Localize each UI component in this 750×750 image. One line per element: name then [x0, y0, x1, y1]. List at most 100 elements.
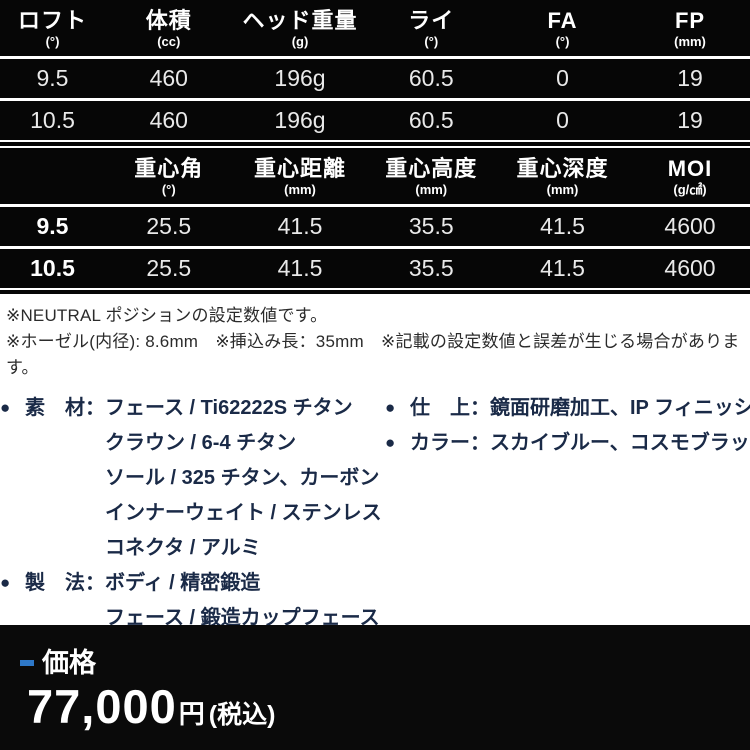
column-header-label: ロフト [17, 8, 87, 33]
spec-material-line: インナーウェイト / ステンレス [0, 498, 385, 533]
cell-moi: 4600 [630, 204, 750, 248]
column-header-unit: (°) [424, 34, 439, 49]
column-header-unit: (cc) [157, 34, 181, 49]
price-amount-row: 77,000 円 (税込) [0, 679, 750, 734]
column-header-label: FP [674, 8, 706, 33]
column-header-unit: (°) [555, 34, 570, 49]
column-header-loft: ロフト (°) [0, 0, 105, 58]
column-header-unit: (°) [45, 34, 60, 49]
column-header-label: FA [547, 8, 578, 33]
price-section: 価格 77,000 円 (税込) [0, 625, 750, 750]
spec-value: フェース / Ti62222S チタン [105, 397, 353, 419]
column-header-volume: 体積 (cc) [105, 0, 233, 58]
cell-cg-depth: 41.5 [495, 246, 630, 288]
spec-construction: ● 製 法： ボディ / 精密鍛造 [0, 568, 385, 603]
note-hosel-tolerance: ※ホーゼル(内径): 8.6mm ※挿込み長：35mm ※記載の設定数値と誤差が… [6, 332, 740, 377]
column-header-head-weight: ヘッド重量 (g) [233, 0, 368, 58]
price-tax-note: (税込) [208, 701, 276, 729]
spec-value: コネクタ / アルミ [105, 537, 261, 559]
cell-row-label: 10.5 [0, 246, 105, 288]
cg-header-row: 重心角 (°) 重心距離 (mm) 重心高度 (mm) 重心深度 (mm) MO… [0, 148, 750, 206]
bullet-icon: ● [0, 398, 11, 417]
spec-construction-line: フェース / 鍛造カップフェース [0, 603, 385, 638]
spec-material-line: クラウン / 6-4 チタン [0, 428, 385, 463]
spec-details-left-column: ● 素 材： フェース / Ti62222S チタン クラウン / 6-4 チタ… [0, 393, 385, 638]
spec-table-primary: ロフト (°) 体積 (cc) ヘッド重量 (g) ライ (°) FA (° [0, 0, 750, 140]
accent-dash-icon [20, 660, 34, 666]
price-label: 価格 [42, 648, 96, 678]
price-label-row: 価格 [0, 625, 750, 677]
column-header-lie: ライ (°) [368, 0, 496, 58]
spec-row-9-5: 9.5 460 196g 60.5 0 19 [0, 56, 750, 100]
footnotes: ※NEUTRAL ポジションの設定数値です。 ※ホーゼル(内径): 8.6mm … [0, 294, 750, 381]
spec-value: ソール / 325 チタン、カーボン [105, 467, 380, 489]
spec-value: インナーウェイト / ステンレス [105, 502, 382, 524]
column-header-cg-distance: 重心距離 (mm) [233, 148, 368, 206]
spec-finish: ● 仕 上： 鏡面研磨加工、IP フィニッシュ [385, 393, 750, 428]
cell-fp: 19 [630, 56, 750, 100]
price-amount: 77,000 [27, 680, 177, 733]
spec-label: 素 材： [25, 397, 105, 419]
column-header-unit: (mm) [546, 182, 579, 197]
column-header-label: ヘッド重量 [242, 8, 358, 33]
cell-row-label: 9.5 [0, 204, 105, 248]
cell-moi: 4600 [630, 246, 750, 288]
column-header-label: MOI [667, 156, 713, 181]
cell-fp: 19 [630, 98, 750, 140]
spec-material-line: コネクタ / アルミ [0, 533, 385, 568]
spec-label: 製 法： [25, 572, 105, 594]
cell-loft: 10.5 [0, 98, 105, 140]
spec-value: 鏡面研磨加工、IP フィニッシュ [490, 397, 750, 419]
spec-row-10-5: 10.5 460 196g 60.5 0 19 [0, 98, 750, 140]
spec-material-line: ソール / 325 チタン、カーボン [0, 463, 385, 498]
price-currency: 円 [178, 699, 205, 729]
column-header-cg-depth: 重心深度 (mm) [495, 148, 630, 206]
spec-material: ● 素 材： フェース / Ti62222S チタン [0, 393, 385, 428]
spec-value: スカイブルー、コスモブラック [490, 432, 750, 454]
column-header-unit: (g) [291, 34, 309, 49]
cell-volume: 460 [105, 98, 233, 140]
column-header-label: ライ [408, 8, 455, 33]
bullet-icon: ● [0, 573, 11, 592]
column-header-fp: FP (mm) [630, 0, 750, 58]
cell-fa: 0 [495, 56, 630, 100]
cell-loft: 9.5 [0, 56, 105, 100]
cell-fa: 0 [495, 98, 630, 140]
cell-cg-angle: 25.5 [105, 204, 233, 248]
cell-cg-angle: 25.5 [105, 246, 233, 288]
cg-row-9-5: 9.5 25.5 41.5 35.5 41.5 4600 [0, 204, 750, 248]
column-header-label: 重心距離 [253, 156, 346, 181]
column-header-label: 重心高度 [385, 156, 478, 181]
cg-row-10-5: 10.5 25.5 41.5 35.5 41.5 4600 [0, 246, 750, 288]
column-header-moi: MOI (g/㎠) [630, 148, 750, 206]
note-neutral-position: ※NEUTRAL ポジションの設定数値です。 [6, 306, 328, 325]
column-header-unit: (g/㎠) [673, 182, 707, 197]
spec-details-right-column: ● 仕 上： 鏡面研磨加工、IP フィニッシュ ● カラー： スカイブルー、コス… [385, 393, 750, 638]
column-header-label: 重心角 [134, 156, 204, 181]
spec-label: カラー： [410, 432, 490, 454]
bullet-icon: ● [385, 398, 396, 417]
spec-details: ● 素 材： フェース / Ti62222S チタン クラウン / 6-4 チタ… [0, 393, 750, 638]
spec-value: クラウン / 6-4 チタン [105, 432, 297, 454]
table-bottom-edge [0, 288, 750, 294]
spec-value: ボディ / 精密鍛造 [105, 572, 261, 594]
cell-lie: 60.5 [367, 98, 495, 140]
spec-value: フェース / 鍛造カップフェース [105, 607, 380, 629]
cell-cg-depth: 41.5 [495, 204, 630, 248]
spec-color: ● カラー： スカイブルー、コスモブラック [385, 428, 750, 463]
cell-cg-height: 35.5 [367, 246, 495, 288]
cell-cg-distance: 41.5 [232, 204, 368, 248]
primary-header-row: ロフト (°) 体積 (cc) ヘッド重量 (g) ライ (°) FA (° [0, 0, 750, 58]
column-header-unit: (mm) [674, 34, 706, 49]
column-header-label: 体積 [145, 8, 192, 33]
cell-cg-height: 35.5 [367, 204, 495, 248]
column-header-cg-angle: 重心角 (°) [105, 148, 233, 206]
column-header-unit: (mm) [415, 182, 448, 197]
column-header-unit: (°) [161, 182, 176, 197]
bullet-icon: ● [385, 433, 396, 452]
column-header-label: 重心深度 [516, 156, 609, 181]
column-header-cg-height: 重心高度 (mm) [368, 148, 496, 206]
cell-head-weight: 196g [232, 56, 368, 100]
cell-lie: 60.5 [367, 56, 495, 100]
